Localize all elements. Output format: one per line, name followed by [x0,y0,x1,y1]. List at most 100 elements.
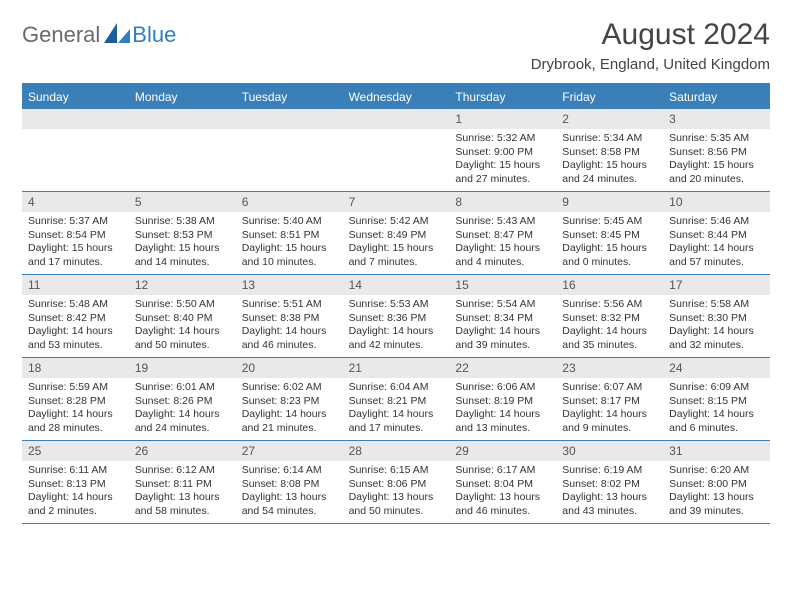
calendar-week-row: 1Sunrise: 5:32 AMSunset: 9:00 PMDaylight… [22,109,770,192]
day-number [343,109,450,129]
day-info-line: Sunset: 8:36 PM [349,312,444,326]
day-info-line: Sunrise: 6:04 AM [349,381,444,395]
calendar-day-cell: 3Sunrise: 5:35 AMSunset: 8:56 PMDaylight… [663,109,770,191]
day-info: Sunrise: 5:42 AMSunset: 8:49 PMDaylight:… [343,212,450,270]
day-info: Sunrise: 5:34 AMSunset: 8:58 PMDaylight:… [556,129,663,187]
day-number [236,109,343,129]
calendar-day-cell: 31Sunrise: 6:20 AMSunset: 8:00 PMDayligh… [663,441,770,523]
day-number: 29 [449,441,556,461]
day-info-line: Sunset: 8:32 PM [562,312,657,326]
day-number: 10 [663,192,770,212]
day-info-line: Daylight: 14 hours [28,325,123,339]
day-info-line: and 17 minutes. [349,422,444,436]
weeks-container: 1Sunrise: 5:32 AMSunset: 9:00 PMDaylight… [22,109,770,524]
day-info-line: Sunrise: 5:56 AM [562,298,657,312]
day-info-line: Sunset: 9:00 PM [455,146,550,160]
calendar-week-row: 11Sunrise: 5:48 AMSunset: 8:42 PMDayligh… [22,275,770,358]
day-info: Sunrise: 5:50 AMSunset: 8:40 PMDaylight:… [129,295,236,353]
day-number: 16 [556,275,663,295]
page-header: General Blue August 2024 Drybrook, Engla… [22,18,770,73]
day-info-line: Sunset: 8:23 PM [242,395,337,409]
day-info-line: and 24 minutes. [135,422,230,436]
day-info: Sunrise: 5:38 AMSunset: 8:53 PMDaylight:… [129,212,236,270]
weekday-header-row: Sunday Monday Tuesday Wednesday Thursday… [22,85,770,109]
calendar-week-row: 18Sunrise: 5:59 AMSunset: 8:28 PMDayligh… [22,358,770,441]
calendar-day-cell: 22Sunrise: 6:06 AMSunset: 8:19 PMDayligh… [449,358,556,440]
day-info-line: Sunset: 8:17 PM [562,395,657,409]
day-info-line: and 14 minutes. [135,256,230,270]
day-info-line: and 58 minutes. [135,505,230,519]
calendar-day-cell: 2Sunrise: 5:34 AMSunset: 8:58 PMDaylight… [556,109,663,191]
day-number: 24 [663,358,770,378]
day-number: 3 [663,109,770,129]
day-info-line: and 2 minutes. [28,505,123,519]
weekday-label: Wednesday [343,85,450,109]
day-info: Sunrise: 6:07 AMSunset: 8:17 PMDaylight:… [556,378,663,436]
day-info: Sunrise: 5:53 AMSunset: 8:36 PMDaylight:… [343,295,450,353]
month-title: August 2024 [531,18,770,52]
day-number: 15 [449,275,556,295]
day-info-line: Daylight: 13 hours [562,491,657,505]
day-number: 4 [22,192,129,212]
day-info-line: Sunrise: 5:58 AM [669,298,764,312]
calendar-day-cell [343,109,450,191]
day-info-line: Sunrise: 5:42 AM [349,215,444,229]
day-info-line: Sunrise: 6:14 AM [242,464,337,478]
day-info-line: and 46 minutes. [455,505,550,519]
day-number: 21 [343,358,450,378]
day-info: Sunrise: 5:56 AMSunset: 8:32 PMDaylight:… [556,295,663,353]
calendar-day-cell: 14Sunrise: 5:53 AMSunset: 8:36 PMDayligh… [343,275,450,357]
day-info-line: Sunrise: 5:51 AM [242,298,337,312]
calendar-day-cell [22,109,129,191]
day-info-line: and 53 minutes. [28,339,123,353]
weekday-label: Friday [556,85,663,109]
day-info: Sunrise: 5:46 AMSunset: 8:44 PMDaylight:… [663,212,770,270]
day-info-line: and 21 minutes. [242,422,337,436]
day-info-line: Daylight: 15 hours [455,242,550,256]
calendar-day-cell: 12Sunrise: 5:50 AMSunset: 8:40 PMDayligh… [129,275,236,357]
day-number: 5 [129,192,236,212]
day-number: 30 [556,441,663,461]
day-info-line: Sunset: 8:13 PM [28,478,123,492]
day-info: Sunrise: 5:51 AMSunset: 8:38 PMDaylight:… [236,295,343,353]
calendar-day-cell [236,109,343,191]
day-info-line: Sunrise: 5:46 AM [669,215,764,229]
day-info: Sunrise: 6:01 AMSunset: 8:26 PMDaylight:… [129,378,236,436]
weekday-label: Monday [129,85,236,109]
weekday-label: Thursday [449,85,556,109]
day-info-line: and 35 minutes. [562,339,657,353]
day-info-line: Sunset: 8:53 PM [135,229,230,243]
day-info-line: Sunrise: 5:43 AM [455,215,550,229]
day-info-line: and 39 minutes. [455,339,550,353]
day-info-line: Daylight: 14 hours [455,408,550,422]
day-info-line: and 10 minutes. [242,256,337,270]
location-subtitle: Drybrook, England, United Kingdom [531,56,770,73]
day-number: 23 [556,358,663,378]
calendar-day-cell: 21Sunrise: 6:04 AMSunset: 8:21 PMDayligh… [343,358,450,440]
day-info-line: Daylight: 14 hours [562,325,657,339]
day-info-line: Daylight: 14 hours [242,325,337,339]
weekday-label: Tuesday [236,85,343,109]
day-info: Sunrise: 5:59 AMSunset: 8:28 PMDaylight:… [22,378,129,436]
day-info-line: Daylight: 14 hours [349,325,444,339]
day-info-line: Sunrise: 6:17 AM [455,464,550,478]
day-info-line: and 54 minutes. [242,505,337,519]
day-number: 25 [22,441,129,461]
calendar-day-cell: 4Sunrise: 5:37 AMSunset: 8:54 PMDaylight… [22,192,129,274]
day-info-line: Sunset: 8:28 PM [28,395,123,409]
calendar-day-cell: 29Sunrise: 6:17 AMSunset: 8:04 PMDayligh… [449,441,556,523]
day-info-line: Sunset: 8:15 PM [669,395,764,409]
day-info-line: Sunrise: 5:54 AM [455,298,550,312]
day-info-line: Sunrise: 6:06 AM [455,381,550,395]
day-info-line: Daylight: 14 hours [669,242,764,256]
day-info: Sunrise: 5:35 AMSunset: 8:56 PMDaylight:… [663,129,770,187]
calendar-day-cell: 28Sunrise: 6:15 AMSunset: 8:06 PMDayligh… [343,441,450,523]
calendar-day-cell: 27Sunrise: 6:14 AMSunset: 8:08 PMDayligh… [236,441,343,523]
calendar-day-cell: 20Sunrise: 6:02 AMSunset: 8:23 PMDayligh… [236,358,343,440]
calendar-day-cell: 23Sunrise: 6:07 AMSunset: 8:17 PMDayligh… [556,358,663,440]
day-info-line: Sunset: 8:40 PM [135,312,230,326]
day-info: Sunrise: 6:12 AMSunset: 8:11 PMDaylight:… [129,461,236,519]
calendar-week-row: 25Sunrise: 6:11 AMSunset: 8:13 PMDayligh… [22,441,770,524]
weekday-label: Saturday [663,85,770,109]
calendar-day-cell: 18Sunrise: 5:59 AMSunset: 8:28 PMDayligh… [22,358,129,440]
